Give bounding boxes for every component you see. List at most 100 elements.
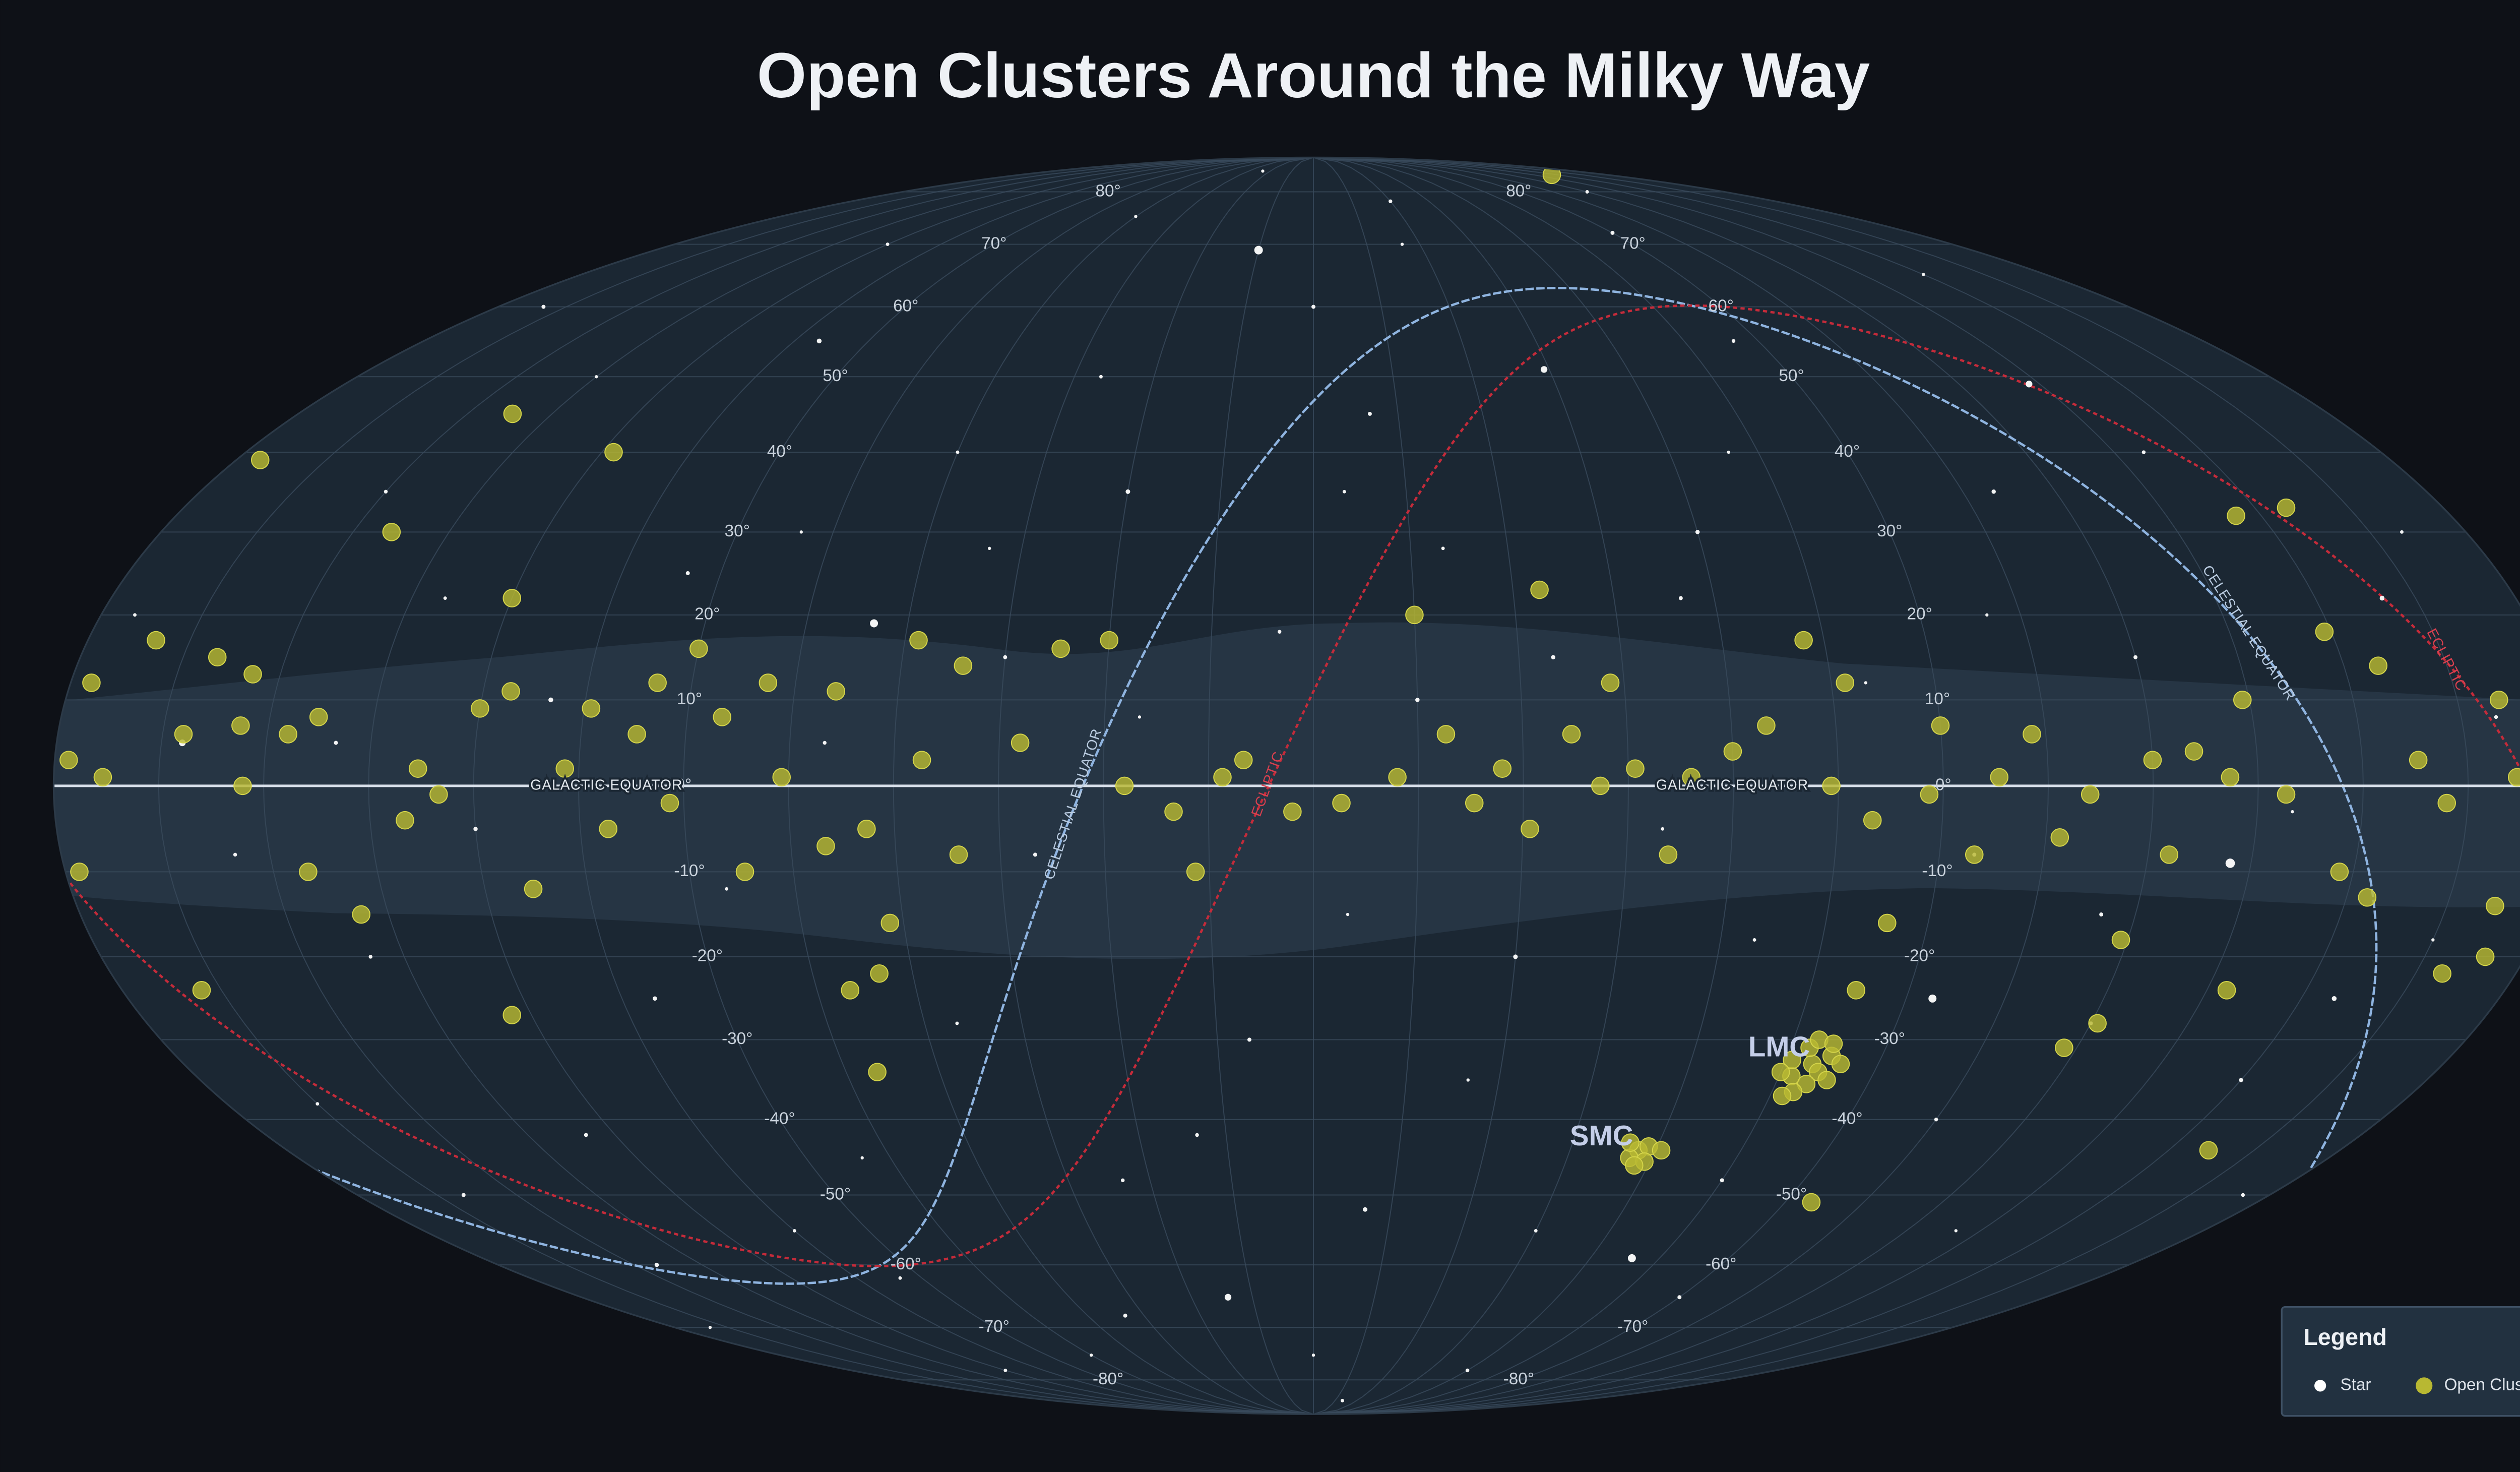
- points: [59, 165, 2520, 1402]
- lat-label: -40°: [764, 1109, 795, 1128]
- star: [1954, 1229, 1958, 1233]
- lat-label: 30°: [1877, 522, 1902, 540]
- open-cluster: [599, 819, 618, 838]
- star: [987, 546, 991, 550]
- lat-label: -50°: [1776, 1185, 1807, 1203]
- open-cluster: [2088, 1014, 2107, 1033]
- open-cluster: [82, 673, 101, 692]
- star: [1441, 546, 1445, 550]
- lat-label: -60°: [1706, 1255, 1736, 1273]
- open-cluster: [841, 981, 860, 1000]
- star: [886, 242, 890, 247]
- open-cluster: [93, 768, 112, 787]
- open-cluster: [954, 656, 973, 675]
- open-cluster: [2184, 742, 2203, 761]
- open-cluster: [2050, 828, 2069, 847]
- lmc-label: LMC: [1748, 1031, 1810, 1063]
- open-cluster: [1213, 768, 1232, 787]
- sky-layer: [53, 157, 2520, 1415]
- lat-label: 20°: [695, 605, 720, 624]
- open-cluster: [604, 443, 623, 462]
- legend: Legend Star Open Cluster: [2281, 1306, 2520, 1417]
- star: [792, 1229, 796, 1233]
- open-cluster: [243, 665, 262, 684]
- star: [1261, 169, 1265, 173]
- open-cluster: [735, 863, 754, 881]
- star: [461, 1193, 466, 1197]
- open-cluster: [524, 880, 543, 898]
- star: [541, 304, 546, 309]
- star: [2099, 912, 2104, 917]
- star: [1134, 215, 1138, 218]
- open-cluster: [250, 451, 270, 469]
- open-cluster: [2489, 691, 2508, 709]
- star: [2291, 810, 2294, 814]
- open-cluster: [827, 682, 846, 701]
- star: [1254, 246, 1263, 255]
- open-cluster: [2369, 656, 2387, 675]
- open-cluster: [1831, 1055, 1850, 1073]
- star: [653, 996, 657, 1001]
- open-cluster: [59, 751, 78, 769]
- star: [1090, 1354, 1093, 1357]
- open-cluster: [192, 981, 211, 1000]
- open-cluster: [909, 631, 928, 650]
- open-cluster: [147, 631, 165, 650]
- open-cluster: [1626, 759, 1645, 778]
- open-cluster: [70, 863, 89, 881]
- milky-way-band: [53, 622, 2520, 959]
- star: [860, 1156, 864, 1160]
- ecliptic: [69, 304, 2520, 1267]
- open-cluster: [1234, 751, 1253, 769]
- open-cluster: [309, 708, 328, 726]
- star: [443, 596, 447, 600]
- star: [956, 450, 960, 454]
- star: [1099, 375, 1103, 379]
- legend-box: [2281, 1306, 2520, 1417]
- open-cluster: [1388, 768, 1407, 787]
- open-cluster: [279, 725, 297, 744]
- star: [725, 887, 729, 891]
- open-cluster: [2233, 691, 2252, 709]
- star: [1247, 1037, 1251, 1042]
- lat-label: -10°: [1922, 862, 1952, 880]
- open-cluster: [1824, 1034, 1843, 1053]
- lat-label: 0°: [675, 776, 691, 794]
- star: [1400, 242, 1404, 246]
- open-cluster: [2055, 1038, 2073, 1057]
- open-cluster: [1436, 725, 1456, 744]
- star: [1922, 273, 1925, 276]
- open-cluster: [2409, 751, 2428, 769]
- open-cluster: [772, 768, 791, 787]
- open-cluster: [912, 751, 931, 769]
- open-cluster: [174, 725, 193, 744]
- star: [1610, 230, 1615, 235]
- legend-label: Open Cluster: [2444, 1376, 2520, 1394]
- open-cluster: [1332, 793, 1351, 813]
- lat-label: 50°: [1779, 366, 1804, 385]
- open-cluster: [1493, 759, 1512, 778]
- open-cluster: [2111, 931, 2130, 949]
- star: [2400, 530, 2404, 534]
- star: [548, 697, 553, 703]
- star: [1311, 1354, 1315, 1357]
- open-cluster: [429, 785, 448, 804]
- lat-label: -50°: [820, 1185, 851, 1203]
- open-cluster: [233, 776, 252, 795]
- reference-lines: [69, 286, 2520, 1285]
- open-cluster: [299, 863, 318, 881]
- lat-label: -70°: [979, 1317, 1010, 1336]
- lat-label: -20°: [692, 947, 723, 965]
- star: [1311, 304, 1315, 309]
- star: [1727, 450, 1730, 454]
- open-cluster: [1920, 785, 1939, 804]
- star: [870, 619, 878, 628]
- open-cluster: [382, 523, 401, 541]
- open-cluster: [231, 716, 250, 735]
- star: [1551, 655, 1555, 659]
- star: [316, 1102, 320, 1106]
- open-cluster: [1965, 845, 1984, 864]
- open-cluster: [1164, 802, 1183, 821]
- star: [1677, 1295, 1682, 1300]
